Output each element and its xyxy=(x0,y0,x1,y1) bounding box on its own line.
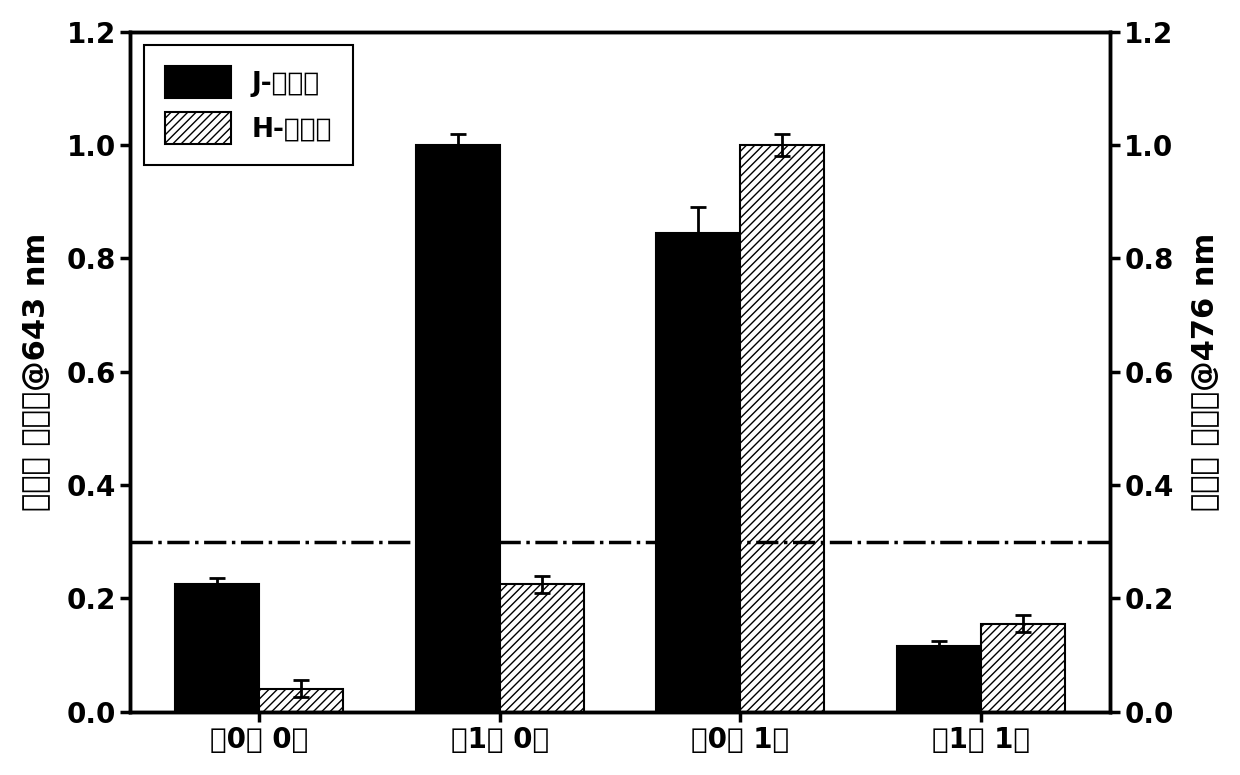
Bar xyxy=(656,233,740,711)
Bar xyxy=(175,584,259,711)
Bar xyxy=(415,145,500,711)
Y-axis label: 归一化 吸光度@476 nm: 归一化 吸光度@476 nm xyxy=(1190,232,1219,511)
Bar xyxy=(981,624,1065,711)
Bar xyxy=(259,689,343,711)
Bar xyxy=(897,646,981,711)
Bar xyxy=(740,145,825,711)
Bar xyxy=(500,584,584,711)
Legend: J-聚集体, H-聚集体: J-聚集体, H-聚集体 xyxy=(144,45,353,165)
Y-axis label: 归一化 吸光度@643 nm: 归一化 吸光度@643 nm xyxy=(21,232,50,511)
